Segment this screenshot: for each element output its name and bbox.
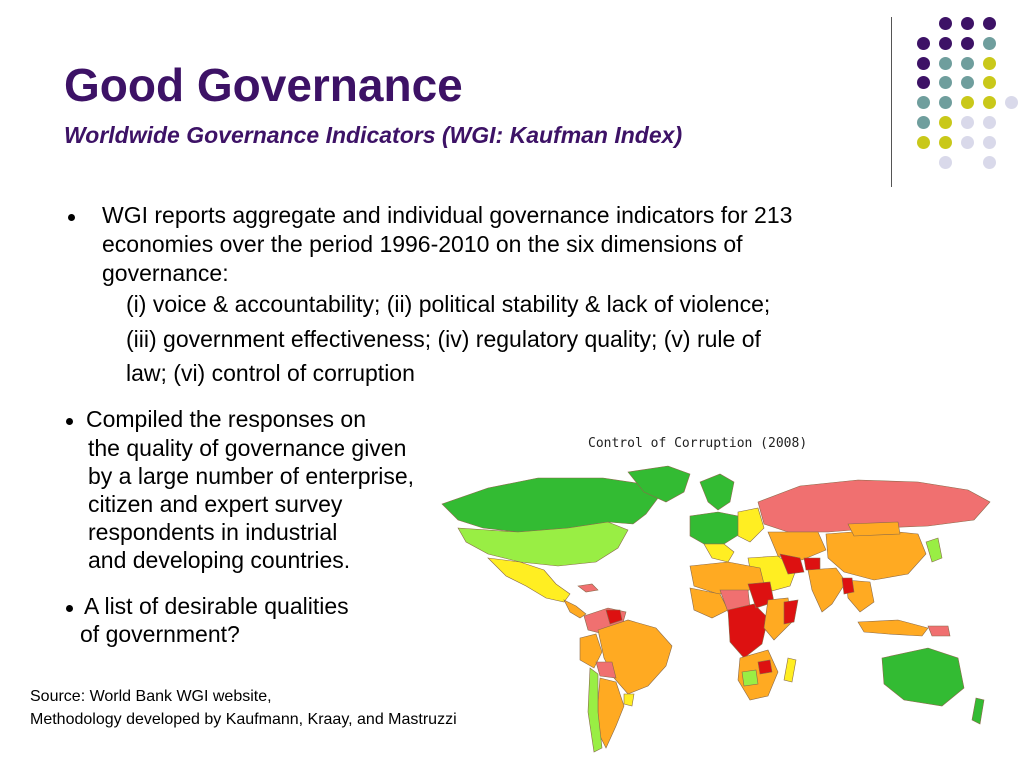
source-line-2: Methodology developed by Kaufmann, Kraay…	[30, 711, 457, 728]
divider-line	[891, 17, 892, 187]
map-region-scandinavia	[699, 473, 735, 511]
decorative-dot-grid	[905, 17, 1018, 169]
map-region-new-zealand	[971, 697, 985, 725]
decorative-dot	[939, 76, 952, 90]
decorative-dot	[961, 135, 974, 149]
dimension-line-2: (iii) government effectiveness; (iv) reg…	[126, 326, 761, 352]
bullet-3-line-1: A list of desirable qualities	[84, 593, 349, 619]
decorative-dot	[961, 116, 974, 129]
map-region-mexico	[487, 557, 571, 603]
decorative-dot	[961, 36, 974, 50]
decorative-dot	[961, 56, 974, 70]
bullet-1-line-3: governance:	[102, 260, 229, 286]
bullet-2-line-3: by a large number of enterprise,	[88, 463, 415, 489]
map-region-uruguay	[623, 693, 635, 707]
decorative-dot	[983, 116, 996, 129]
map-region-chile	[587, 667, 603, 753]
bullet-marker	[68, 214, 75, 221]
map-region-indonesia	[857, 619, 929, 637]
map-region-madagascar	[783, 657, 797, 683]
map-region-somalia	[783, 599, 799, 625]
map-region-mongolia	[847, 521, 901, 537]
bullet-marker	[66, 418, 73, 425]
decorative-dot	[917, 56, 930, 70]
map-region-southern-europe	[703, 543, 735, 563]
map-region-new-guinea	[927, 625, 951, 637]
map-region-india	[807, 567, 847, 613]
decorative-dot	[939, 96, 952, 110]
map-region-greenland	[627, 465, 691, 503]
map-region-korea-japan	[925, 537, 943, 563]
decorative-dot	[961, 76, 974, 90]
decorative-dot	[961, 17, 974, 30]
decorative-dot	[939, 56, 952, 70]
map-region-iran-iraq	[779, 553, 805, 575]
map-region-argentina	[597, 677, 625, 749]
map-region-venezuela	[605, 609, 623, 625]
map-region-west-africa	[689, 587, 729, 619]
decorative-dot	[983, 76, 996, 90]
decorative-dot	[939, 116, 952, 129]
map-region-eastern-europe	[737, 507, 765, 543]
bullet-marker	[66, 605, 73, 612]
decorative-dot	[983, 17, 996, 30]
decorative-dot	[939, 17, 952, 30]
bullet-2-line-1: Compiled the responses on	[86, 406, 366, 432]
slide-subtitle: Worldwide Governance Indicators (WGI: Ka…	[64, 122, 683, 148]
decorative-dot	[961, 96, 974, 110]
decorative-dot	[1005, 96, 1018, 110]
decorative-dot	[939, 155, 952, 169]
slide-title: Good Governance	[64, 59, 463, 111]
bullet-1-line-1: WGI reports aggregate and individual gov…	[102, 202, 793, 228]
map-region-botswana	[741, 669, 759, 687]
map-region-central-africa	[727, 603, 769, 659]
decorative-dot	[983, 36, 996, 50]
map-region-china	[825, 529, 927, 581]
map-region-western-europe	[689, 511, 741, 545]
map-region-australia	[881, 647, 965, 707]
map-region-afghanistan	[803, 557, 821, 571]
map-region-usa	[457, 521, 629, 567]
decorative-dot	[917, 96, 930, 110]
map-region-canada	[441, 477, 659, 533]
decorative-dot	[939, 135, 952, 149]
bullet-3-line-2: of government?	[80, 621, 240, 647]
source-line-1: Source: World Bank WGI website,	[30, 688, 272, 705]
map-region-bolivia	[595, 661, 617, 679]
bullet-2-line-2: the quality of governance given	[88, 435, 407, 461]
map-region-caribbean	[577, 583, 599, 593]
bullet-2-line-5: respondents in industrial	[88, 519, 338, 545]
map-region-peru	[579, 633, 603, 669]
decorative-dot	[917, 116, 930, 129]
decorative-dot	[983, 96, 996, 110]
bullet-2-line-6: and developing countries.	[88, 547, 351, 573]
decorative-dot	[983, 56, 996, 70]
decorative-dot	[983, 155, 996, 169]
decorative-dot	[939, 36, 952, 50]
bullet-1-line-2: economies over the period 1996-2010 on t…	[102, 231, 743, 257]
map-region-central-asia	[767, 531, 827, 561]
map-region-myanmar	[841, 577, 855, 595]
dimension-line-1: (i) voice & accountability; (ii) politic…	[126, 291, 771, 317]
decorative-dot	[983, 135, 996, 149]
world-corruption-map	[441, 465, 991, 753]
decorative-dot	[917, 36, 930, 50]
map-title: Control of Corruption (2008)	[588, 436, 808, 451]
map-region-central-america	[563, 599, 587, 619]
dimension-line-3: law; (vi) control of corruption	[126, 360, 415, 386]
map-region-zimbabwe	[757, 659, 773, 675]
bullet-2-line-4: citizen and expert survey	[88, 491, 343, 517]
decorative-dot	[917, 76, 930, 90]
decorative-dot	[917, 135, 930, 149]
source-note: Source: World Bank WGI website, Methodol…	[30, 685, 457, 731]
